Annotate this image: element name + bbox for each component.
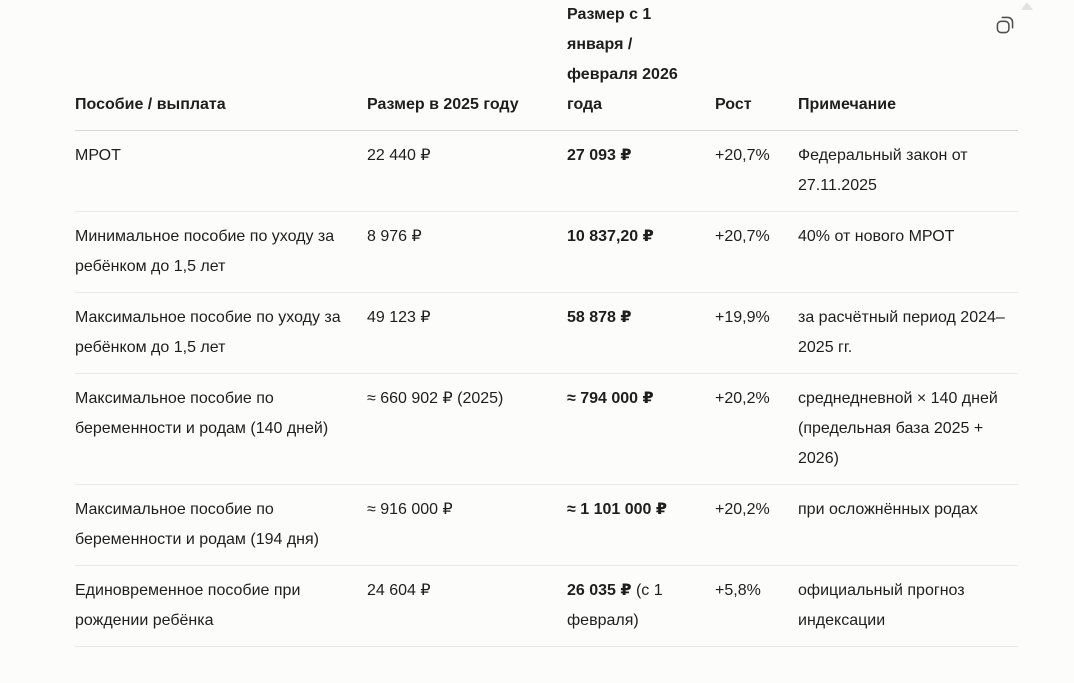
header-row: Пособие / выплата Размер в 2025 году Раз… (75, 0, 1018, 131)
cell-size-2026: 58 878 ₽ (567, 292, 715, 374)
table-row: Максимальное пособие по беременности и р… (75, 484, 1018, 566)
cell-size-2025: 8 976 ₽ (367, 211, 567, 293)
cell-note: официальный прогноз индексации (798, 565, 1018, 647)
column-header-note: Примечание (798, 0, 1018, 131)
size-2026-value: ≈ 794 000 ₽ (567, 390, 654, 407)
table-row: Минимальное пособие по уходу за ребёнком… (75, 211, 1018, 293)
caret-up-icon (1021, 2, 1033, 10)
column-header-size-2026: Размер с 1 января / февраля 2026 года (567, 0, 715, 131)
size-2026-value: ≈ 1 101 000 ₽ (567, 501, 667, 518)
cell-benefit-name: МРОТ (75, 130, 367, 212)
table-row: МРОТ 22 440 ₽ 27 093 ₽ +20,7% Федеральны… (75, 130, 1018, 212)
cell-growth: +5,8% (715, 565, 798, 647)
cell-note: при осложнённых родах (798, 484, 1018, 566)
cell-growth: +20,7% (715, 211, 798, 293)
column-header-growth: Рост (715, 0, 798, 131)
cell-note: 40% от нового МРОТ (798, 211, 1018, 293)
cell-size-2026: 27 093 ₽ (567, 130, 715, 212)
table-row: Максимальное пособие по уходу за ребёнко… (75, 292, 1018, 374)
cell-growth: +19,9% (715, 292, 798, 374)
cell-growth: +20,2% (715, 484, 798, 566)
table-row: Единовременное пособие при рождении ребё… (75, 565, 1018, 647)
copy-button[interactable] (989, 9, 1021, 41)
cell-size-2026: 26 035 ₽ (с 1 февраля) (567, 565, 715, 647)
size-2026-value: 27 093 ₽ (567, 147, 632, 164)
cell-size-2025: 22 440 ₽ (367, 130, 567, 212)
cell-growth: +20,2% (715, 373, 798, 485)
size-2026-value: 26 035 ₽ (567, 582, 632, 599)
cell-size-2025: 24 604 ₽ (367, 565, 567, 647)
cell-size-2025: ≈ 660 902 ₽ (2025) (367, 373, 567, 485)
benefits-table: Пособие / выплата Размер в 2025 году Раз… (75, 0, 1018, 647)
cell-size-2025: 49 123 ₽ (367, 292, 567, 374)
cell-note: среднедневной × 140 дней (предельная баз… (798, 373, 1018, 485)
copy-icon (994, 14, 1016, 36)
cell-size-2026: ≈ 794 000 ₽ (567, 373, 715, 485)
size-2026-value: 58 878 ₽ (567, 309, 632, 326)
cell-benefit-name: Минимальное пособие по уходу за ребёнком… (75, 211, 367, 293)
cell-size-2025: ≈ 916 000 ₽ (367, 484, 567, 566)
table-row: Максимальное пособие по беременности и р… (75, 373, 1018, 485)
cell-benefit-name: Максимальное пособие по беременности и р… (75, 373, 367, 485)
column-header-benefit: Пособие / выплата (75, 0, 367, 131)
cell-note: Федеральный закон от 27.11.2025 (798, 130, 1018, 212)
cell-size-2026: ≈ 1 101 000 ₽ (567, 484, 715, 566)
column-header-size-2025: Размер в 2025 году (367, 0, 567, 131)
size-2026-suffix: (с 1 февраля) (567, 582, 663, 629)
cell-benefit-name: Максимальное пособие по уходу за ребёнко… (75, 292, 367, 374)
size-2026-value: 10 837,20 ₽ (567, 228, 654, 245)
cell-growth: +20,7% (715, 130, 798, 212)
cell-note: за расчётный период 2024–2025 гг. (798, 292, 1018, 374)
cell-benefit-name: Единовременное пособие при рождении ребё… (75, 565, 367, 647)
cell-size-2026: 10 837,20 ₽ (567, 211, 715, 293)
cell-benefit-name: Максимальное пособие по беременности и р… (75, 484, 367, 566)
